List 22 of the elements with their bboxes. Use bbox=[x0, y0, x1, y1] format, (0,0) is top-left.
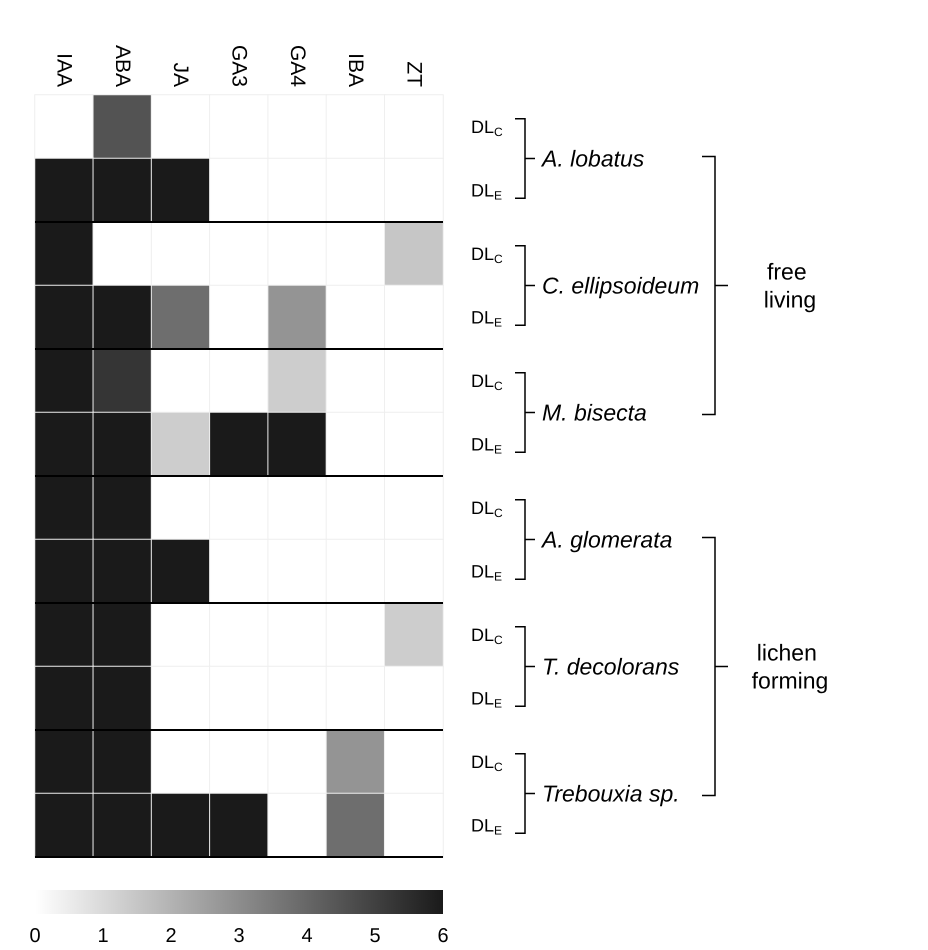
x-tick-label: ABA bbox=[110, 44, 134, 87]
x-tick-label: GA4 bbox=[286, 44, 309, 88]
color-bar-label: 3 bbox=[233, 925, 245, 947]
color-bar-label: 5 bbox=[369, 925, 381, 947]
text: C. ellipsoideum bbox=[542, 272, 700, 298]
x-tick-label: IAA bbox=[52, 53, 76, 87]
color-bar-label: 2 bbox=[165, 925, 177, 947]
color-bar-label: 6 bbox=[437, 925, 449, 947]
color-bar-label: 1 bbox=[97, 925, 109, 947]
text: A. lobatus bbox=[540, 146, 645, 172]
text: M. bisecta bbox=[542, 400, 647, 426]
color-bar-label: 4 bbox=[301, 925, 313, 947]
text: T. decolorans bbox=[542, 654, 680, 680]
x-tick-label: GA3 bbox=[228, 44, 250, 87]
color-bar-label: 0 bbox=[29, 925, 41, 947]
text: Trebouxia sp. bbox=[542, 780, 680, 806]
text: lichen forming bbox=[752, 640, 828, 694]
x-tick-label: ZT bbox=[402, 61, 426, 88]
text: A. glomerata bbox=[540, 526, 672, 552]
x-tick-label: JA bbox=[169, 62, 192, 87]
text: free living bbox=[764, 258, 816, 312]
x-tick-label: IBA bbox=[344, 53, 368, 87]
